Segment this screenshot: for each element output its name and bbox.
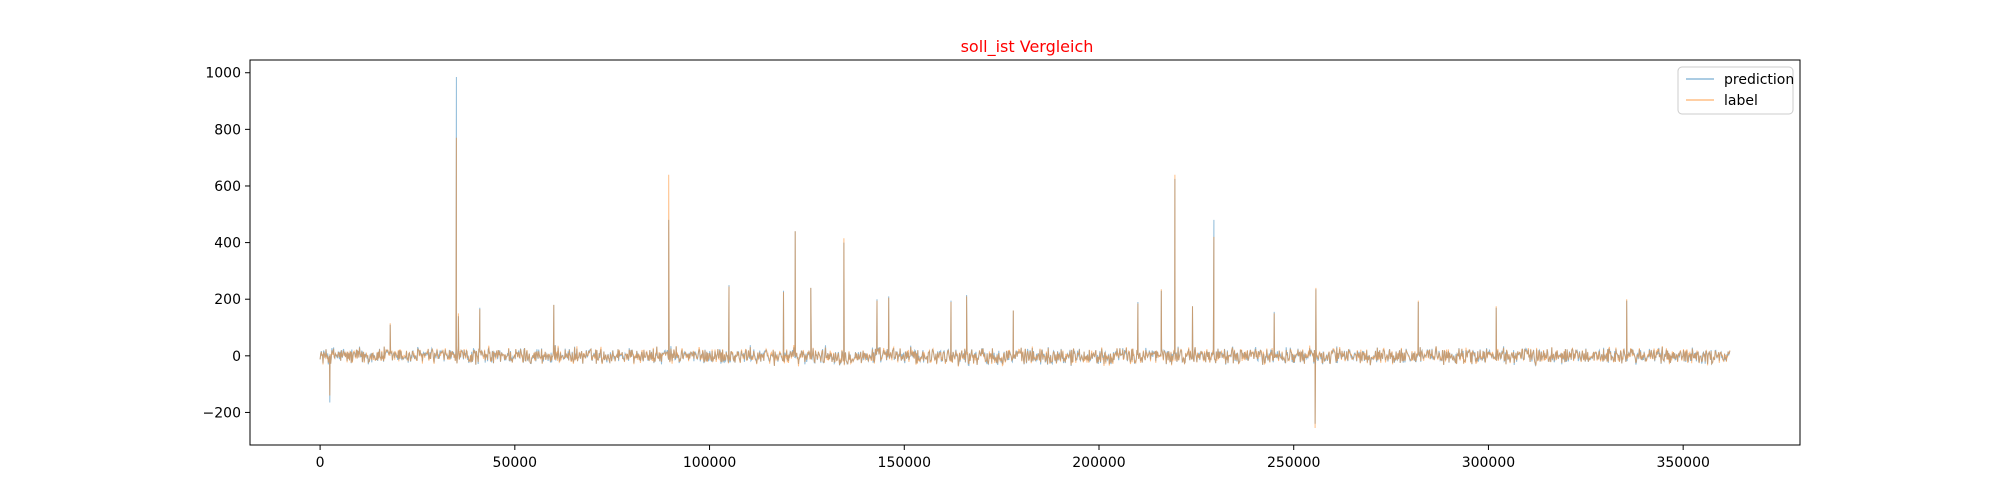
chart-title: soll_ist Vergleich <box>961 37 1094 57</box>
y-tick-label: 1000 <box>205 66 241 82</box>
x-tick-label: 200000 <box>1072 455 1125 471</box>
x-tick-label: 150000 <box>878 455 931 471</box>
x-tick-label: 100000 <box>683 455 736 471</box>
legend-label-prediction: prediction <box>1724 72 1794 88</box>
x-tick-label: 0 <box>316 455 325 471</box>
x-tick-label: 350000 <box>1656 455 1709 471</box>
series-line-prediction <box>319 76 1731 424</box>
x-tick-label: 300000 <box>1462 455 1515 471</box>
y-tick-label: 0 <box>232 349 241 365</box>
y-tick-label: −200 <box>203 405 241 421</box>
x-tick-label: 50000 <box>493 455 538 471</box>
series-line-label <box>319 137 1731 429</box>
legend: prediction label <box>1677 66 1794 115</box>
y-tick-label: 600 <box>214 179 241 195</box>
y-tick-label: 800 <box>214 122 241 138</box>
legend-label-label: label <box>1724 93 1758 109</box>
x-axis-ticks: 0 50000 100000 150000 200000 250000 300000 3500… <box>316 445 1710 471</box>
y-tick-label: 400 <box>214 236 241 252</box>
x-tick-label: 250000 <box>1267 455 1320 471</box>
y-tick-label: 200 <box>214 292 241 308</box>
series-layer <box>319 76 1731 429</box>
axes-frame <box>249 59 1801 446</box>
y-axis-ticks: −200 0 200 400 600 800 1000 <box>203 66 250 421</box>
